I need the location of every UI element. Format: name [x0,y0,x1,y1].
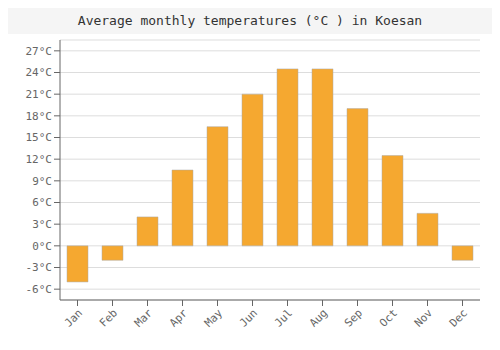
svg-text:-6°C: -6°C [26,283,53,296]
svg-text:6°C: 6°C [32,196,52,209]
svg-text:Oct: Oct [377,306,400,329]
svg-text:Mar: Mar [132,306,156,330]
svg-text:Dec: Dec [447,306,470,329]
svg-text:May: May [202,306,226,330]
svg-text:21°C: 21°C [26,88,53,101]
svg-text:Apr: Apr [167,306,191,330]
svg-text:9°C: 9°C [32,175,52,188]
svg-text:12°C: 12°C [26,153,53,166]
svg-text:Jan: Jan [62,306,85,329]
svg-text:Feb: Feb [97,306,120,329]
html-text:Average monthly temperatures (: Average monthly temperatures (°C ) in Ko… [77,13,423,28]
svg-text:Nov: Nov [412,306,436,330]
svg-text:27°C: 27°C [26,45,53,58]
svg-text:-3°C: -3°C [26,261,53,274]
svg-text:Jun: Jun [237,306,260,329]
svg-text:24°C: 24°C [26,66,53,79]
svg-text:0°C: 0°C [32,240,52,253]
svg-text:Sep: Sep [342,306,365,329]
svg-text:3°C: 3°C [32,218,52,231]
svg-text:Aug: Aug [307,306,330,329]
svg-text:18°C: 18°C [26,110,53,123]
svg-text:15°C: 15°C [26,131,53,144]
svg-text:Jul: Jul [272,306,295,329]
